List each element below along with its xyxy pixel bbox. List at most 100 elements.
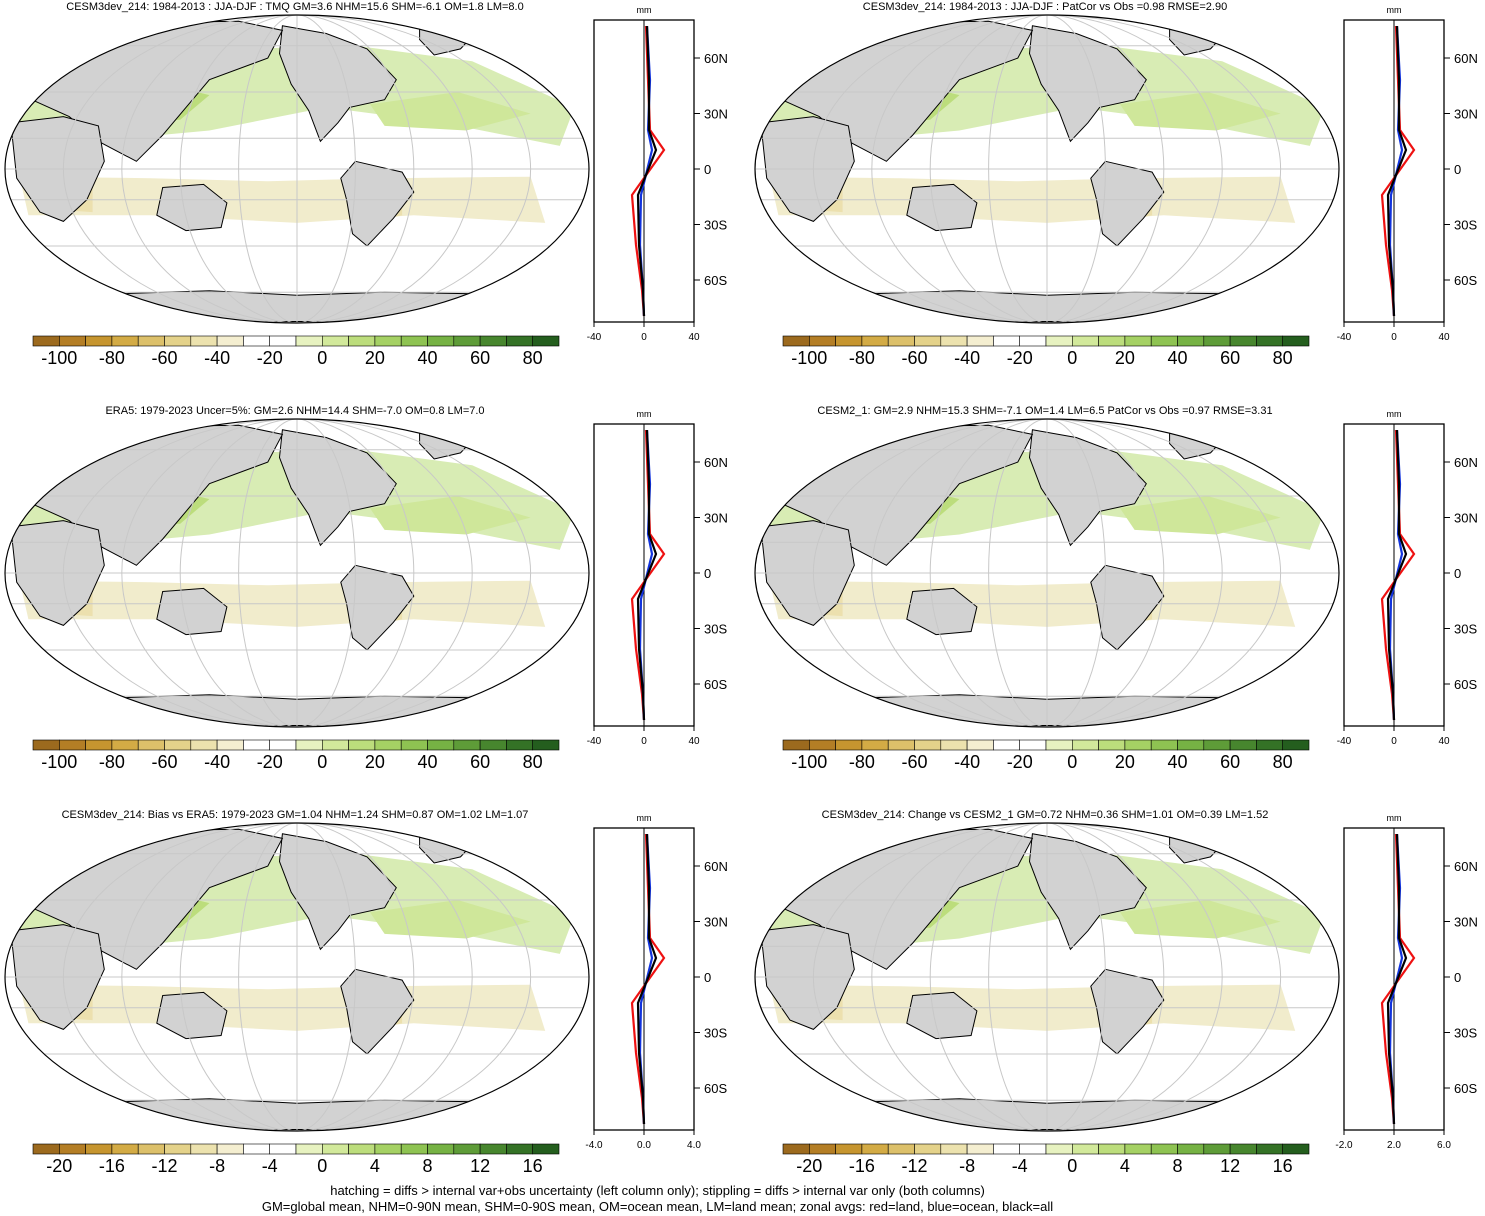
land-australia xyxy=(906,991,978,1040)
colorbar-swatch xyxy=(243,1143,270,1155)
panel-bias-vs-era5: CESM3dev_214: Bias vs ERA5: 1979-2023 GM… xyxy=(0,808,742,1212)
world-map xyxy=(4,418,590,728)
colorbar-swatch xyxy=(782,1143,810,1155)
colorbar-swatch xyxy=(1177,335,1205,347)
colorbar-tick-label: -60 xyxy=(151,752,177,772)
colorbar-swatch xyxy=(808,739,836,751)
colorbar-tick-label: 4 xyxy=(1120,1156,1130,1176)
zonal-lat-label: 30S xyxy=(704,218,727,233)
colorbar-swatch xyxy=(321,335,349,347)
zonal-lat-label: 30N xyxy=(704,915,728,930)
colorbar-swatch xyxy=(269,335,297,347)
colorbar: -100-80-60-40-20020406080100 xyxy=(782,739,1310,772)
colorbar-swatch xyxy=(164,739,192,751)
map-border xyxy=(754,14,1340,324)
colorbar-swatch xyxy=(835,739,863,751)
colorbar-swatch xyxy=(32,335,60,347)
zonal-lat-label: 0 xyxy=(1454,162,1461,177)
zonal-lat-label: 60N xyxy=(1454,859,1478,874)
colorbar-swatch xyxy=(1124,335,1152,347)
colorbar-swatch xyxy=(1071,335,1099,347)
colorbar-swatch xyxy=(940,335,968,347)
zonal-lat-label: 0 xyxy=(704,970,711,985)
meridian-gridline xyxy=(179,823,415,1131)
colorbar-swatch xyxy=(1098,335,1126,347)
colorbar-swatch xyxy=(914,335,942,347)
colorbar-swatch xyxy=(1019,739,1047,751)
colorbar-swatch xyxy=(348,335,376,347)
colorbar-swatch xyxy=(216,739,244,751)
colorbar-tick-label: -12 xyxy=(151,1156,177,1176)
zonal-lat-label: 0 xyxy=(704,566,711,581)
zonal-lat-label: 60N xyxy=(1454,51,1478,66)
colorbar-swatch xyxy=(348,739,376,751)
colorbar-tick-label: -80 xyxy=(99,752,125,772)
zonal-unit-label: mm xyxy=(1387,5,1402,15)
land-north-america xyxy=(1028,833,1147,951)
colorbar-swatch xyxy=(32,1143,60,1155)
world-map xyxy=(4,822,590,1132)
zonal-lat-label: 60N xyxy=(704,455,728,470)
colorbar-swatch xyxy=(1229,335,1257,347)
meridian-gridline xyxy=(929,823,1165,1131)
land-australia xyxy=(906,587,978,636)
colorbar-tick-label: 80 xyxy=(1273,348,1293,368)
colorbar-swatch xyxy=(164,1143,192,1155)
colorbar-tick-label: 60 xyxy=(470,348,490,368)
land-north-america xyxy=(278,429,397,547)
moisture-anomaly-atlantic xyxy=(370,496,531,535)
meridian-gridline xyxy=(238,823,356,1131)
colorbar-swatch xyxy=(58,335,86,347)
colorbar-swatch xyxy=(190,335,218,347)
zonal-lat-label: 30N xyxy=(1454,511,1478,526)
colorbar-tick-label: 0 xyxy=(1067,348,1077,368)
panel-title: CESM3dev_214: Change vs CESM2_1 GM=0.72 … xyxy=(821,809,1269,821)
land-australia xyxy=(156,587,228,636)
moisture-anomaly-atlantic xyxy=(1120,900,1281,939)
meridian-gridline xyxy=(121,15,473,323)
colorbar-swatch xyxy=(137,335,165,347)
zonal-x-label: 40 xyxy=(688,736,700,747)
colorbar-tick-label: 4 xyxy=(370,1156,380,1176)
colorbar-swatch xyxy=(58,739,86,751)
colorbar-tick-label: -20 xyxy=(257,348,283,368)
colorbar-swatch xyxy=(1256,335,1283,347)
colorbar-swatch xyxy=(321,739,349,751)
colorbar-swatch xyxy=(479,739,507,751)
meridian-gridline xyxy=(871,15,1223,323)
colorbar-swatch xyxy=(427,1143,455,1155)
zonal-x-label: 4.0 xyxy=(687,1140,701,1151)
colorbar-tick-label: 0 xyxy=(1067,752,1077,772)
map-border xyxy=(754,822,1340,1132)
meridian-gridline xyxy=(812,823,1282,1131)
colorbar-swatch xyxy=(506,739,533,751)
colorbar-swatch xyxy=(1045,739,1073,751)
colorbar-tick-label: 0 xyxy=(317,1156,327,1176)
colorbar-swatch xyxy=(993,1143,1020,1155)
land-north-america xyxy=(1028,25,1147,143)
colorbar-tick-label: 40 xyxy=(1167,752,1187,772)
land-north-america xyxy=(1028,429,1147,547)
colorbar-swatch xyxy=(479,335,507,347)
zonal-x-label: 40 xyxy=(1438,736,1450,747)
colorbar-swatch xyxy=(85,335,113,347)
zonal-unit-label: mm xyxy=(1387,409,1402,419)
colorbar-swatch xyxy=(1124,1143,1152,1155)
colorbar-tick-label: -4 xyxy=(1012,1156,1028,1176)
colorbar-swatch xyxy=(137,739,165,751)
zonal-x-label: 40 xyxy=(1438,332,1450,343)
zonal-x-label: -40 xyxy=(587,736,602,747)
colorbar-tick-label: 60 xyxy=(1220,348,1240,368)
meridian-gridline xyxy=(988,823,1106,1131)
colorbar-swatch xyxy=(427,739,455,751)
colorbar-tick-label: -20 xyxy=(1007,348,1033,368)
colorbar-tick-label: -40 xyxy=(954,348,980,368)
colorbar-swatch xyxy=(532,335,560,347)
meridian-gridline xyxy=(238,15,356,323)
colorbar-swatch xyxy=(1229,739,1257,751)
colorbar-swatch xyxy=(1256,739,1283,751)
colorbar-swatch xyxy=(1098,739,1126,751)
zonal-lat-label: 0 xyxy=(1454,566,1461,581)
colorbar-swatch xyxy=(1282,335,1310,347)
zonal-average-plot: mm 60N 30N 0 30S 60S -40 0 40 xyxy=(1337,5,1478,343)
